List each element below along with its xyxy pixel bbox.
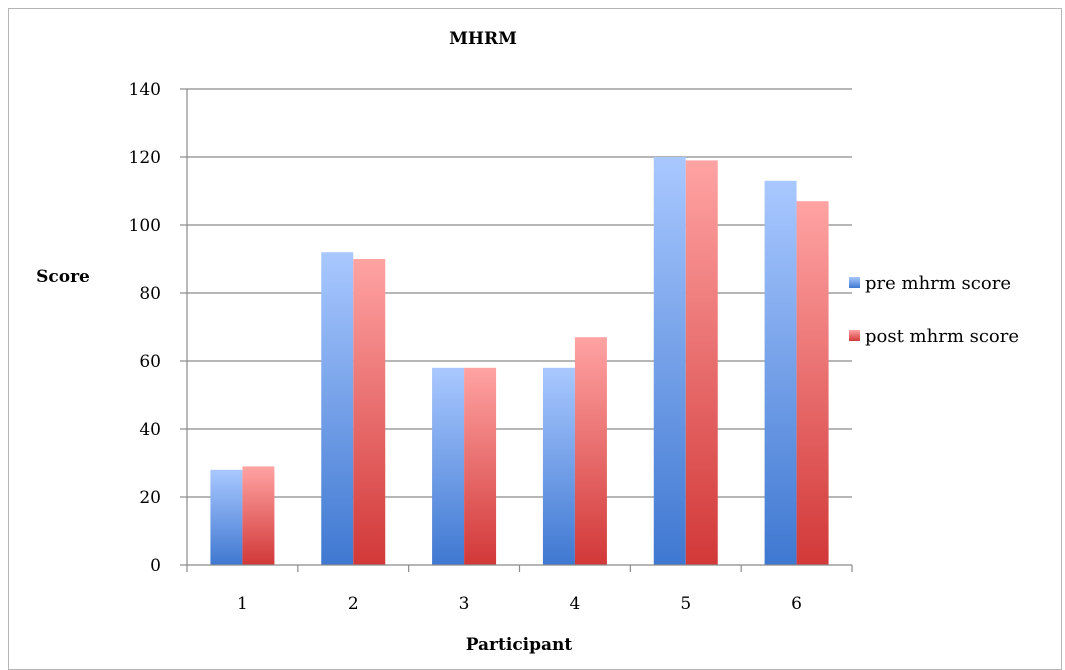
bar-series2-participant-5 — [685, 160, 718, 565]
bar-series2-participant-4 — [574, 337, 607, 565]
legend-swatch-series2 — [849, 330, 860, 341]
y-axis-title: Score — [36, 267, 90, 287]
bar-chart: MHRM 0 20 40 60 80 100 120 140 1 2 3 4 5 6 Score Par… — [36, 29, 1019, 655]
y-tick-label: 80 — [139, 284, 161, 304]
chart-frame — [8, 8, 1062, 670]
bar-series1-participant-4 — [542, 367, 575, 565]
bar-series2-participant-6 — [796, 201, 829, 565]
axes — [180, 88, 853, 572]
y-tick-label: 60 — [139, 352, 161, 372]
y-tick-label: 120 — [129, 148, 161, 168]
y-tick-label: 20 — [139, 488, 161, 508]
bar-series1-participant-1 — [210, 469, 243, 565]
y-tick-labels: 0 20 40 60 80 100 120 140 — [129, 80, 161, 576]
legend-label-series1: pre mhrm score — [865, 273, 1011, 294]
bar-series1-participant-5 — [653, 157, 686, 565]
gridlines — [187, 88, 852, 498]
bar-series1-participant-3 — [432, 367, 465, 565]
y-tick-label: 100 — [129, 216, 161, 236]
bars — [210, 157, 829, 566]
y-tick-label: 140 — [129, 80, 161, 100]
x-axis-title: Participant — [466, 635, 573, 655]
bar-series1-participant-6 — [764, 180, 797, 566]
legend-swatch-series1 — [849, 277, 860, 288]
bar-series2-participant-3 — [464, 367, 497, 565]
chart-title: MHRM — [449, 29, 517, 49]
y-tick-label: 0 — [150, 556, 161, 576]
bar-series1-participant-2 — [321, 252, 354, 565]
x-tick-labels: 1 2 3 4 5 6 — [237, 594, 802, 614]
x-tick-label: 2 — [348, 594, 359, 614]
x-tick-label: 1 — [237, 594, 248, 614]
legend: pre mhrm score post mhrm score — [849, 273, 1019, 347]
legend-label-series2: post mhrm score — [865, 326, 1019, 347]
bar-series2-participant-2 — [353, 259, 386, 565]
x-tick-label: 5 — [680, 594, 691, 614]
x-tick-label: 3 — [459, 594, 470, 614]
x-tick-label: 6 — [791, 594, 802, 614]
bar-series2-participant-1 — [242, 466, 275, 565]
y-tick-label: 40 — [139, 420, 161, 440]
x-tick-label: 4 — [570, 594, 581, 614]
